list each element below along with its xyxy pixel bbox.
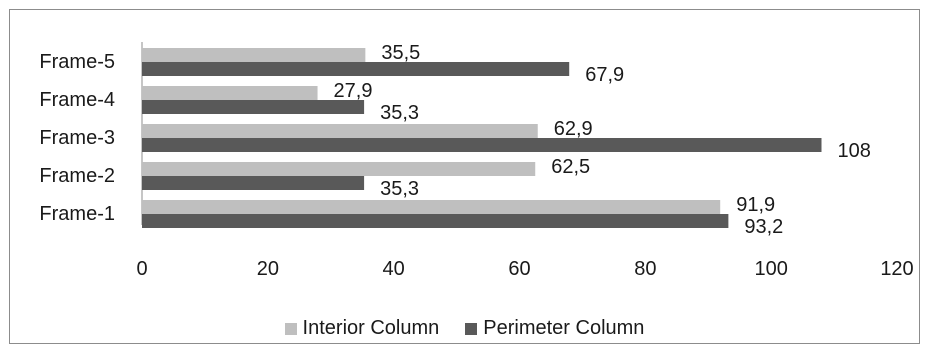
legend: Interior Column Perimeter Column: [10, 317, 919, 340]
bar-perimeter: [142, 138, 822, 152]
bar-interior: [142, 124, 538, 138]
legend-swatch-perimeter: [465, 322, 478, 335]
data-label-perimeter: 93,2: [744, 216, 783, 238]
legend-swatch-interior: [284, 322, 297, 335]
category-label: Frame-3: [39, 127, 115, 149]
bar-interior: [142, 200, 721, 214]
x-tick-label: 100: [754, 258, 787, 280]
data-label-interior: 62,5: [551, 156, 590, 178]
legend-label-interior: Interior Column: [302, 317, 440, 339]
data-label-interior: 27,9: [334, 80, 373, 102]
x-tick-label: 60: [508, 258, 530, 280]
data-label-interior: 35,5: [381, 42, 420, 64]
category-label: Frame-1: [39, 203, 115, 225]
data-label-perimeter: 108: [838, 140, 871, 162]
chart-frame: Frame-1 91,9 93,2 Frame-2 62,5 35,3 Frame-3 62,…: [9, 9, 920, 344]
bar-interior: [142, 162, 536, 176]
category-label: Frame-5: [39, 51, 115, 73]
data-label-interior: 62,9: [554, 118, 593, 140]
x-tick-label: 20: [257, 258, 279, 280]
category-label: Frame-4: [39, 89, 115, 111]
x-tick-label: 120: [880, 258, 913, 280]
bar-interior: [142, 48, 366, 62]
data-label-perimeter: 67,9: [585, 64, 624, 86]
bar-interior: [142, 86, 318, 100]
legend-item-perimeter: Perimeter Column: [465, 317, 644, 340]
category-label: Frame-2: [39, 165, 115, 187]
data-label-interior: 91,9: [736, 194, 775, 216]
bar-perimeter: [142, 176, 365, 190]
bar-perimeter: [142, 62, 570, 76]
bar-chart: Frame-1 91,993,2 Frame-2 62,5 35,3 Frame-3 62,…: [39, 42, 914, 280]
x-tick-label: 40: [383, 258, 405, 280]
x-tick-label: 80: [634, 258, 656, 280]
data-label-perimeter: 35,3: [380, 178, 419, 200]
x-tick-label: 0: [136, 258, 147, 280]
bar-perimeter: [142, 214, 729, 228]
legend-label-perimeter: Perimeter Column: [483, 317, 645, 339]
data-label-perimeter: 35,3: [380, 102, 419, 124]
legend-item-interior: Interior Column: [284, 317, 440, 340]
bar-perimeter: [142, 100, 365, 114]
